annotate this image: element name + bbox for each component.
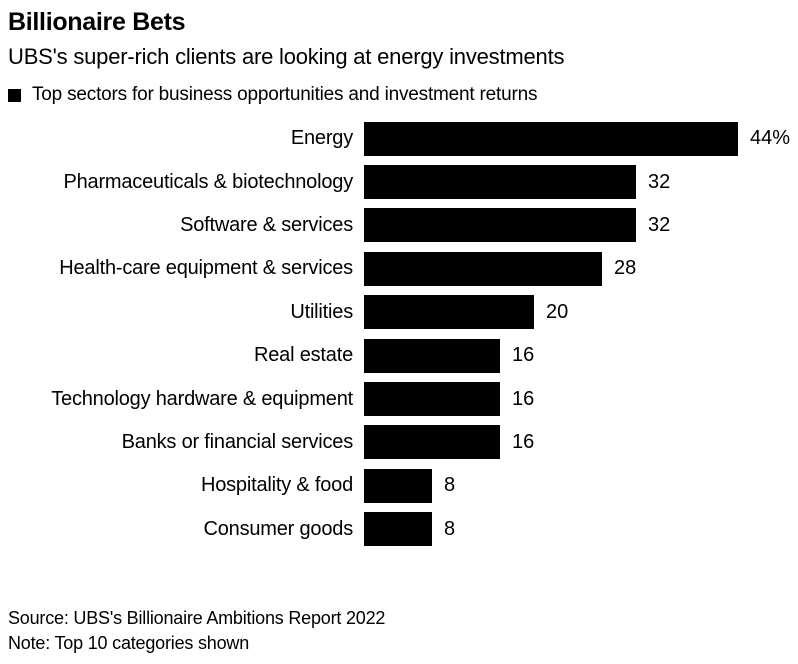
legend-label: Top sectors for business opportunities a… (32, 84, 538, 105)
chart-row: Consumer goods 8 (8, 508, 798, 551)
chart-subtitle: UBS's super-rich clients are looking at … (8, 44, 565, 69)
bar (364, 382, 500, 417)
chart-row: Technology hardware & equipment 16 (8, 377, 798, 420)
category-label: Energy (290, 127, 353, 150)
chart-row: Software & services 32 (8, 204, 798, 247)
bar (364, 251, 602, 286)
chart-row: Energy 44% (8, 117, 798, 160)
value-label: 32 (648, 170, 671, 193)
category-label: Hospitality & food (200, 474, 353, 497)
chart-row: Banks or financial services 16 (8, 421, 798, 464)
category-label: Banks or financial services (121, 430, 354, 453)
value-label: 32 (648, 213, 671, 236)
bar (364, 165, 636, 200)
footnote: Note: Top 10 categories shown (8, 633, 250, 653)
bar (364, 468, 432, 503)
bar (364, 295, 534, 330)
bar (364, 208, 636, 243)
value-label: 16 (512, 387, 535, 410)
category-label: Pharmaceuticals & biotechnology (63, 170, 353, 193)
bar (364, 338, 500, 373)
value-label: 16 (512, 344, 535, 367)
chart-row: Hospitality & food 8 (8, 464, 798, 507)
value-label: 44% (750, 127, 791, 150)
category-label: Real estate (254, 344, 353, 367)
chart-row: Real estate 16 (8, 334, 798, 377)
value-label: 8 (444, 517, 456, 540)
bar (364, 512, 432, 547)
bar (364, 425, 500, 460)
category-label: Health-care equipment & services (59, 257, 353, 280)
category-label: Software & services (180, 213, 353, 236)
chart-footer: Source: UBS's Billionaire Ambitions Repo… (8, 606, 385, 656)
source-note: Source: UBS's Billionaire Ambitions Repo… (8, 608, 386, 628)
chart-row: Pharmaceuticals & biotechnology 32 (8, 160, 798, 203)
value-label: 8 (444, 474, 456, 497)
value-label: 16 (512, 430, 535, 453)
value-label: 28 (614, 257, 637, 280)
category-label: Consumer goods (203, 517, 353, 540)
chart-row: Utilities 20 (8, 291, 798, 334)
page-title: Billionaire Bets (8, 8, 186, 36)
legend-square-icon (8, 88, 21, 102)
category-label: Technology hardware & equipment (51, 387, 353, 410)
bar-chart: Energy 44% Pharmaceuticals & biotechnolo… (8, 117, 798, 551)
bar (364, 121, 738, 156)
value-label: 20 (546, 300, 569, 323)
category-label: Utilities (290, 300, 353, 323)
chart-legend: Top sectors for business opportunities a… (8, 84, 798, 106)
chart-row: Health-care equipment & services 28 (8, 247, 798, 290)
